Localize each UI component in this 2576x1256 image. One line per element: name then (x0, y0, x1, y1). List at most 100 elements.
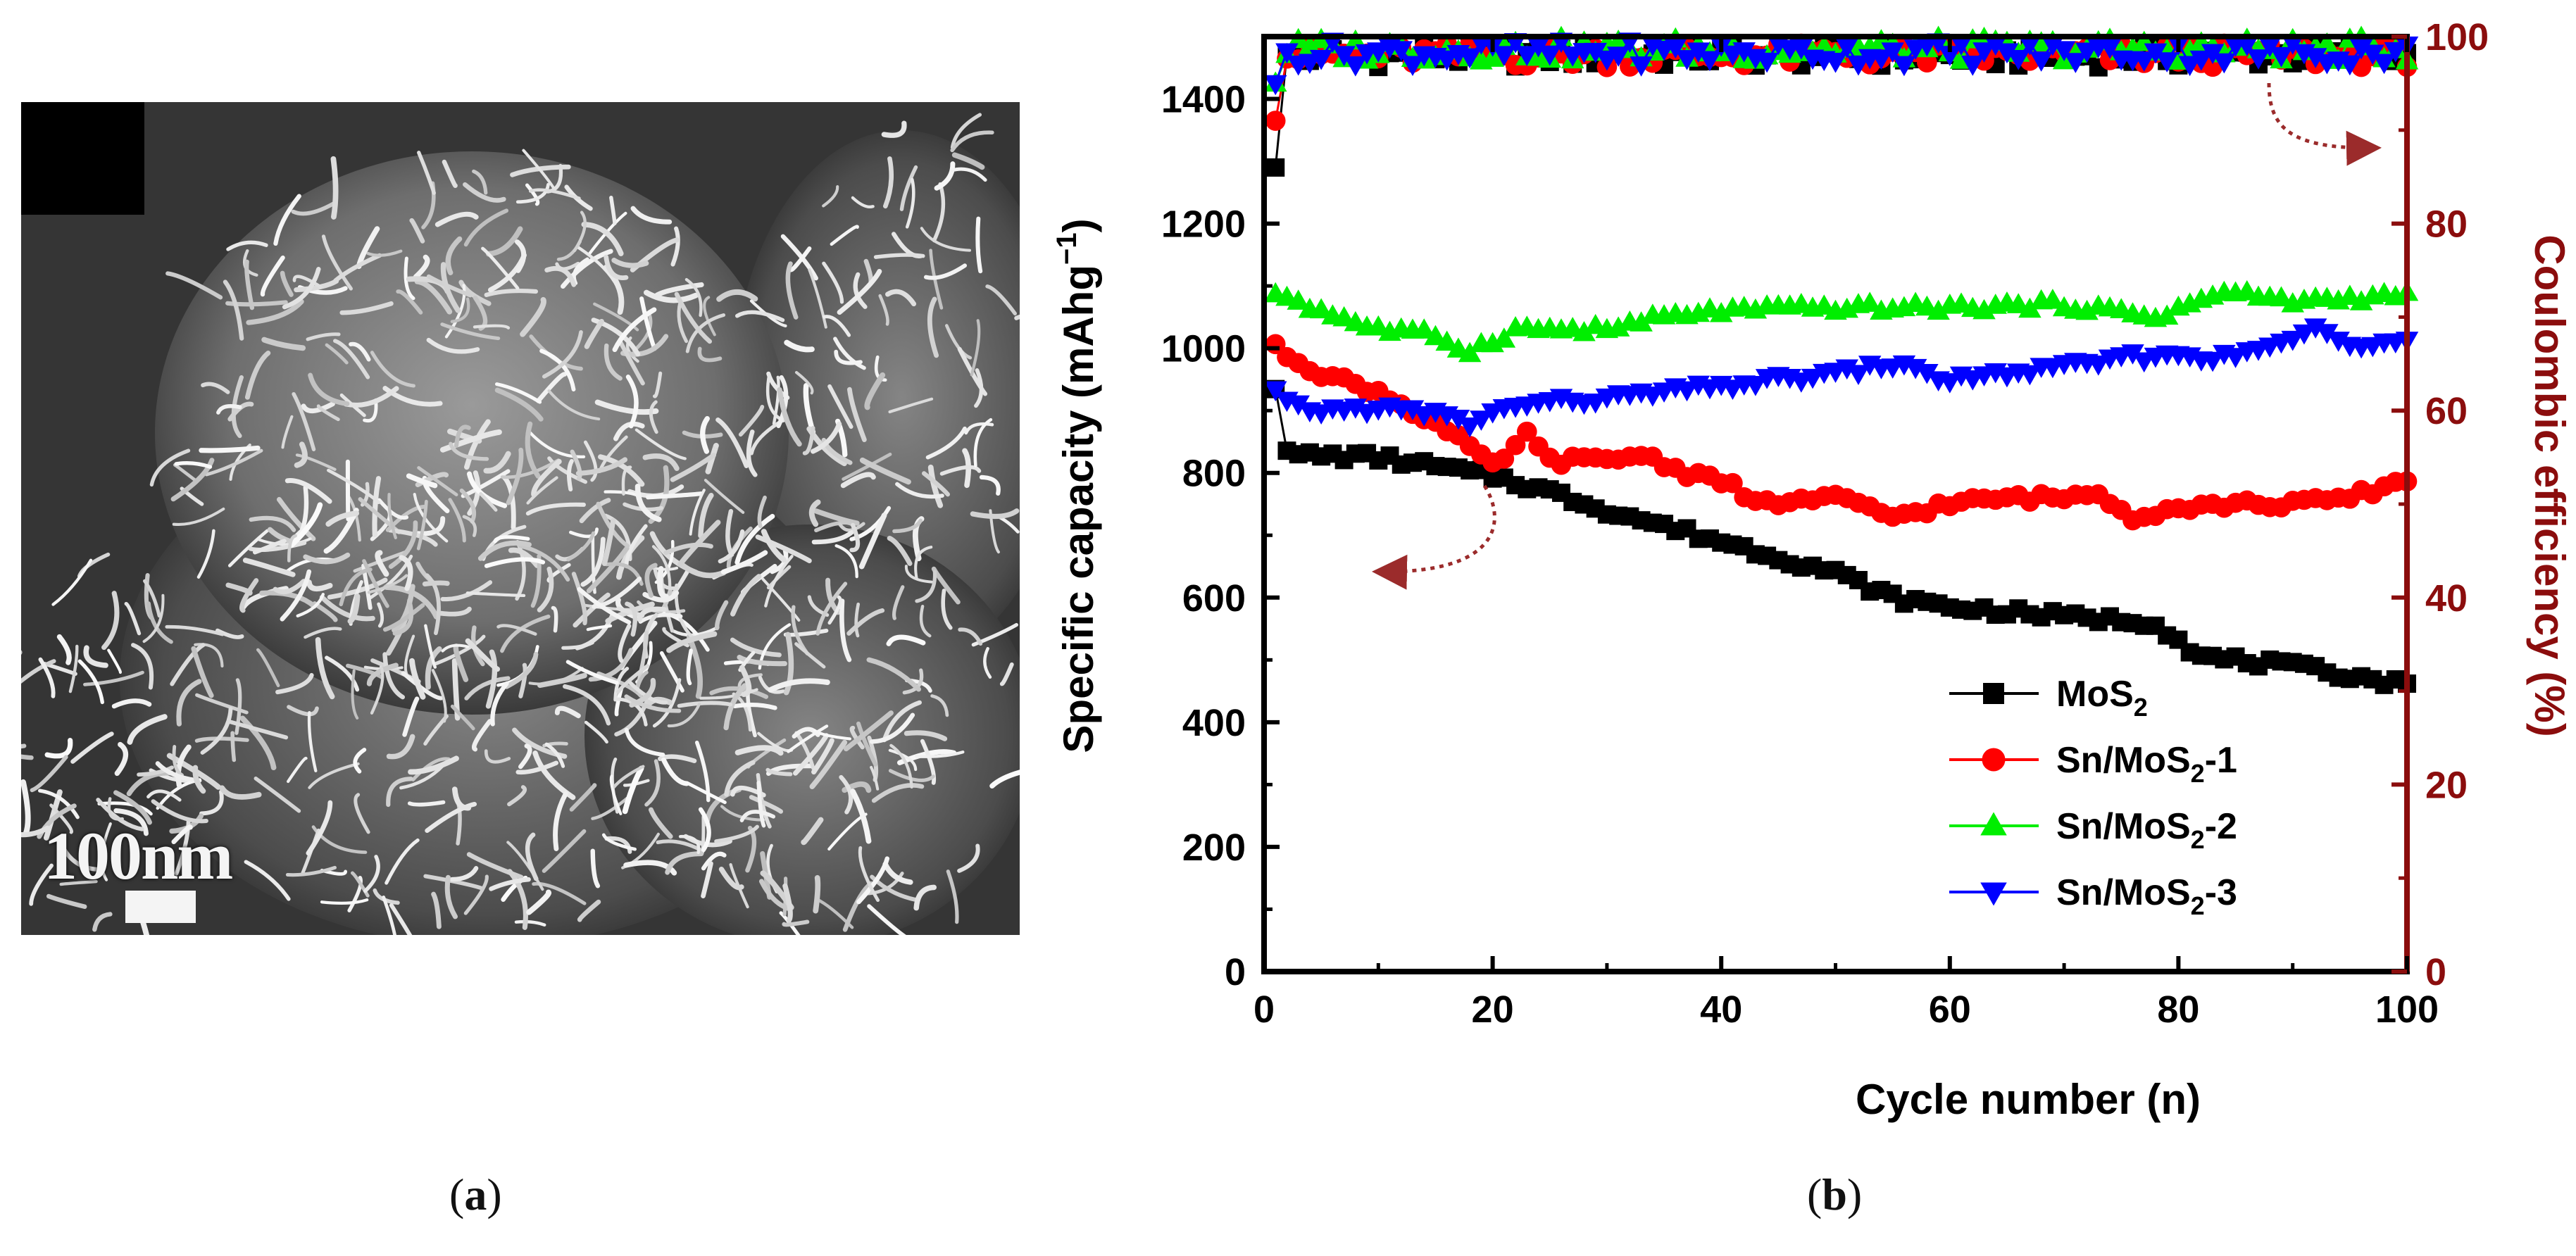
efficiency-point (2178, 56, 2201, 77)
efficiency-point (1344, 56, 1368, 77)
capacity-point (2121, 344, 2144, 365)
efficiency-point (1606, 46, 1630, 67)
capacity-series-2 (1265, 334, 2418, 531)
efficiency-point (1263, 75, 1287, 96)
caption-a: (a) (449, 1169, 502, 1219)
capacity-point (1858, 291, 1882, 312)
efficiency-point (2155, 52, 2179, 73)
plot-marks (1263, 25, 2419, 694)
capacity-point (2087, 356, 2111, 376)
efficiency-point (1664, 38, 1687, 59)
capacity-point (2018, 297, 2042, 318)
capacity-point (1446, 409, 1470, 430)
efficiency-point (2270, 46, 2293, 68)
left-axis-arrow (1372, 484, 1496, 590)
efficiency-point (1687, 42, 1710, 63)
caption-b: (b) (1807, 1169, 1863, 1219)
efficiency-point (1389, 41, 1413, 61)
capacity-point (2270, 286, 2293, 307)
efficiency-point (1917, 52, 1937, 73)
capacity-point (1516, 421, 1537, 442)
capacity-series-1 (1266, 379, 2416, 694)
efficiency-point (1846, 55, 1870, 76)
capacity-point (1709, 301, 1733, 322)
legend-label: Sn/MoS2-3 (2056, 872, 2237, 920)
capacity-point (1492, 327, 1516, 348)
capacity-point (2315, 324, 2339, 344)
efficiency-point (1870, 49, 1893, 70)
y-tick-label: 0 (1225, 951, 1246, 993)
y2-tick-label: 80 (2425, 203, 2468, 246)
efficiency-point (1824, 52, 1847, 73)
legend-marker (1983, 683, 2004, 704)
capacity-point (1846, 365, 1870, 386)
efficiency-point (1698, 51, 1722, 72)
capacity-point (2338, 284, 2362, 305)
y-tick-label: 1400 (1161, 79, 1246, 121)
cycling-chart: 0 20 40 60 80 1000200400600800100012001400020… (1051, 16, 2573, 1123)
efficiency-point (1732, 42, 1756, 63)
efficiency-point (1458, 48, 1482, 69)
efficiency-point (2144, 43, 2168, 64)
capacity-point (1722, 472, 1743, 494)
x-tick-label: 40 (1700, 988, 1742, 1031)
capacity-point (2018, 365, 2042, 386)
capacity-point (1458, 417, 1482, 438)
legend-label: Sn/MoS2-2 (2056, 806, 2237, 854)
efficiency-point (2201, 44, 2225, 65)
efficiency-point (2384, 42, 2408, 63)
capacity-point (2224, 348, 2247, 368)
capacity-point (1412, 318, 1436, 339)
capacity-point (2155, 304, 2179, 325)
efficiency-point (1938, 46, 1962, 66)
capacity-point (1263, 381, 1287, 402)
y2-tick-label: 100 (2425, 16, 2489, 58)
efficiency-point (1332, 46, 1356, 66)
efficiency-point (1630, 56, 1653, 77)
capacity-point (2281, 330, 2304, 351)
efficiency-point (2349, 39, 2373, 60)
legend-label: MoS2 (2056, 674, 2148, 722)
x-tick-label: 80 (2157, 988, 2199, 1031)
x-tick-label: 100 (2375, 988, 2439, 1031)
legend: MoS2 Sn/MoS2-1 Sn/MoS2-2 Sn/MoS2-3 (1949, 674, 2237, 920)
y2-tick-label: 20 (2425, 764, 2468, 806)
capacity-point (1835, 359, 1858, 380)
y2-tick-label: 60 (2425, 390, 2468, 432)
efficiency-point (2006, 50, 2030, 70)
efficiency-point (2246, 49, 2270, 70)
capacity-point (2075, 299, 2099, 320)
sem-corner-block (21, 102, 144, 215)
efficiency-point (2030, 51, 2053, 72)
scale-bar (125, 891, 196, 923)
efficiency-point (1435, 50, 1458, 71)
x-tick-label: 0 (1253, 988, 1275, 1031)
capacity-point (2327, 332, 2350, 352)
efficiency-point (2189, 50, 2213, 71)
efficiency-point (1755, 52, 1779, 73)
y-tick-label: 1000 (1161, 328, 1246, 370)
efficiency-point (2281, 34, 2304, 55)
capacity-point (2292, 324, 2316, 345)
capacity-point (1927, 299, 1950, 320)
capacity-point (1424, 325, 1447, 346)
efficiency-point (1995, 43, 2019, 64)
capacity-point (1401, 400, 1425, 421)
efficiency-point (1835, 38, 1858, 58)
y-tick-label: 600 (1182, 577, 1246, 620)
y-tick-label: 1200 (1161, 203, 1246, 246)
efficiency-point (1492, 46, 1516, 66)
caption-b-letter: b (1822, 1169, 1847, 1219)
efficiency-point (2303, 48, 2327, 68)
x-axis-title: Cycle number (n) (1856, 1076, 2201, 1123)
y-axis-title: Specific capacity (mAhg−1) (1051, 218, 1102, 753)
y2-tick-label: 40 (2425, 577, 2468, 620)
legend-label: Sn/MoS2-1 (2056, 740, 2237, 788)
capacity-series-3 (1263, 280, 2419, 363)
efficiency-point (2235, 36, 2259, 56)
capacity-point (2303, 318, 2327, 339)
capacity-point (1435, 330, 1458, 351)
legend-item-1: MoS2 (1949, 674, 2148, 722)
efficiency-point (2372, 54, 2396, 75)
efficiency-point (2098, 38, 2122, 59)
